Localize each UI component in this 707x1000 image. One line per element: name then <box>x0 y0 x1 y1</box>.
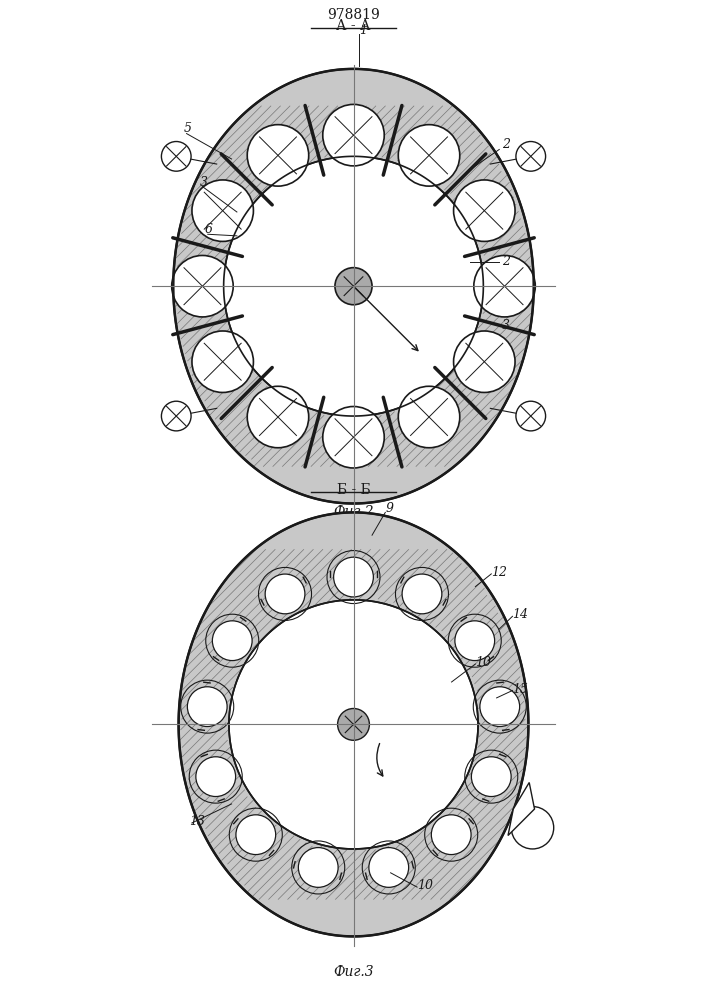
Circle shape <box>247 386 309 448</box>
Circle shape <box>323 407 384 468</box>
Text: 3: 3 <box>200 176 208 188</box>
Text: 1: 1 <box>358 24 367 37</box>
Polygon shape <box>508 783 534 836</box>
Circle shape <box>212 621 252 661</box>
Circle shape <box>516 401 546 431</box>
Circle shape <box>265 574 305 614</box>
Circle shape <box>369 848 409 887</box>
Circle shape <box>338 708 369 740</box>
Circle shape <box>454 331 515 392</box>
Text: 2: 2 <box>502 138 510 151</box>
Text: Фиг.2: Фиг.2 <box>333 505 374 519</box>
Circle shape <box>455 621 495 661</box>
Circle shape <box>298 848 338 887</box>
Circle shape <box>192 180 253 241</box>
Circle shape <box>480 687 520 727</box>
Text: 12: 12 <box>491 566 508 579</box>
Circle shape <box>172 255 233 317</box>
Text: 10: 10 <box>417 879 433 892</box>
Circle shape <box>323 104 384 166</box>
Circle shape <box>398 125 460 186</box>
Text: 978819: 978819 <box>327 8 380 22</box>
Text: 10: 10 <box>475 656 491 669</box>
Text: 5: 5 <box>184 122 192 135</box>
Circle shape <box>192 331 253 392</box>
Circle shape <box>398 386 460 448</box>
Circle shape <box>236 815 276 855</box>
Text: 2: 2 <box>502 255 510 268</box>
Circle shape <box>511 807 554 849</box>
Polygon shape <box>179 512 528 936</box>
Text: 3: 3 <box>502 319 510 332</box>
Polygon shape <box>223 156 484 416</box>
Circle shape <box>161 401 191 431</box>
Circle shape <box>196 757 235 797</box>
Text: 13: 13 <box>189 815 205 828</box>
Text: 14: 14 <box>513 608 529 621</box>
Text: 6: 6 <box>205 223 213 236</box>
Text: Фиг.3: Фиг.3 <box>333 965 374 979</box>
Circle shape <box>335 268 372 305</box>
Circle shape <box>454 180 515 241</box>
Text: Б - Б: Б - Б <box>337 483 370 497</box>
Text: 15: 15 <box>513 683 529 696</box>
Circle shape <box>187 687 227 727</box>
Circle shape <box>334 557 373 597</box>
Circle shape <box>472 757 511 797</box>
Circle shape <box>402 574 442 614</box>
Circle shape <box>161 142 191 171</box>
Circle shape <box>247 125 309 186</box>
Circle shape <box>431 815 471 855</box>
Polygon shape <box>229 600 478 849</box>
Text: А - А: А - А <box>337 19 370 33</box>
Circle shape <box>516 142 546 171</box>
Text: 9: 9 <box>385 502 393 515</box>
Polygon shape <box>173 69 534 503</box>
Circle shape <box>474 255 535 317</box>
